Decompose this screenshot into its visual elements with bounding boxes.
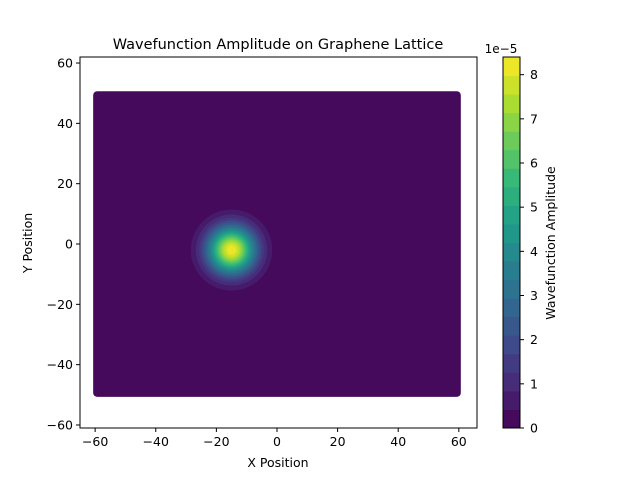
colorbar-band (503, 298, 520, 318)
colorbar-band (503, 316, 520, 336)
colorbar-tick-label: 7 (530, 111, 538, 126)
colorbar-band (503, 261, 520, 281)
y-tick-label: −20 (47, 297, 73, 312)
x-tick-label: 0 (273, 434, 281, 449)
colorbar-band (503, 205, 520, 225)
colorbar-band (503, 75, 520, 95)
contour-level-0 (93, 91, 461, 397)
contour-level-19 (226, 245, 237, 255)
plot-area (93, 91, 461, 397)
colorbar-band (503, 223, 520, 243)
x-axis-ticks: −60 −40 −20 0 20 40 60 (82, 428, 467, 449)
colorbar-tick-label: 3 (530, 288, 538, 303)
colorbar-tick-label: 6 (530, 156, 538, 171)
colorbar-tick-label: 1 (530, 376, 538, 391)
colorbar: 0 1 2 3 4 5 6 7 8 1e−5 Wavefunction Amplitude (485, 42, 558, 436)
colorbar-band (503, 149, 520, 169)
x-tick-label: 40 (390, 434, 406, 449)
colorbar-tick-label: 8 (530, 67, 538, 82)
colorbar-band (503, 168, 520, 188)
y-tick-label: −60 (47, 417, 73, 432)
x-tick-label: 60 (451, 434, 467, 449)
colorbar-tick-label: 2 (530, 332, 538, 347)
colorbar-tick-label: 0 (530, 421, 538, 436)
y-tick-label: 0 (65, 237, 73, 252)
colorbar-band (503, 335, 520, 355)
colorbar-offset-text: 1e−5 (485, 42, 518, 56)
x-tick-label: 20 (330, 434, 346, 449)
y-tick-label: 40 (57, 116, 73, 131)
colorbar-band (503, 94, 520, 114)
colorbar-tick-label: 4 (530, 244, 538, 259)
colorbar-band (503, 409, 520, 429)
axes-frame (79, 56, 478, 429)
colorbar-band (503, 131, 520, 151)
colorbar-label: Wavefunction Amplitude (543, 166, 558, 320)
colorbar-tick-label: 5 (530, 200, 538, 215)
y-tick-label: −40 (47, 357, 73, 372)
colorbar-band (503, 279, 520, 299)
x-axis-label: X Position (247, 455, 308, 470)
chart-title: Wavefunction Amplitude on Graphene Latti… (113, 37, 444, 53)
colorbar-band (503, 112, 520, 132)
colorbar-band (503, 57, 520, 77)
colorbar-frame (502, 56, 521, 429)
colorbar-band (503, 372, 520, 392)
colorbar-band (503, 242, 520, 262)
x-tick-label: −60 (82, 434, 108, 449)
x-tick-label: −40 (143, 434, 169, 449)
colorbar-band (503, 353, 520, 373)
colorbar-band (503, 390, 520, 410)
y-axis-label: Y Position (20, 213, 35, 274)
colorbar-ticks: 0 1 2 3 4 5 6 7 8 (520, 67, 538, 436)
y-tick-label: 60 (57, 56, 73, 71)
y-axis-ticks: −60 −40 −20 0 20 40 60 (47, 56, 80, 432)
colorbar-bands (503, 57, 520, 429)
y-tick-label: 20 (57, 176, 73, 191)
contour-fill (93, 91, 461, 397)
x-tick-label: −20 (203, 434, 229, 449)
colorbar-band (503, 186, 520, 206)
